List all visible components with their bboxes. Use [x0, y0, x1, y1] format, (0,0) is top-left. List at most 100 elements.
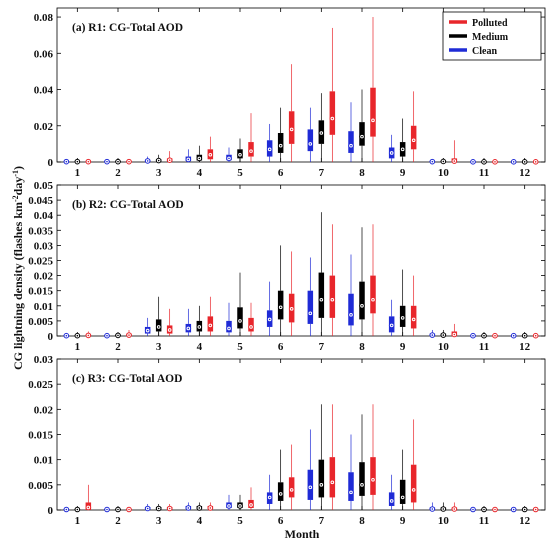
legend-label: Polluted [472, 18, 508, 29]
median-dot [209, 507, 212, 509]
median-dot [87, 160, 90, 163]
median-dot [361, 484, 363, 486]
median-dot [290, 489, 293, 491]
box-polluted [329, 457, 336, 498]
median-dot [268, 148, 271, 151]
x-tick-label: 6 [278, 515, 284, 527]
median-dot [187, 327, 190, 330]
median-dot [534, 334, 537, 337]
median-dot [350, 491, 352, 494]
x-tick-label: 1 [75, 167, 81, 179]
x-tick-label: 7 [319, 167, 325, 179]
box-polluted [370, 275, 376, 314]
box-medium [318, 459, 325, 498]
median-dot [494, 508, 496, 511]
median-dot [128, 508, 130, 511]
y-tick-label: 0.035 [28, 225, 53, 237]
median-dot [228, 157, 230, 160]
median-dot [453, 333, 456, 336]
median-dot [442, 508, 445, 510]
median-dot [442, 334, 445, 336]
x-tick-label: 1 [75, 341, 81, 353]
box-clean [348, 472, 354, 501]
x-tick-label: 7 [319, 515, 325, 527]
box-clean [307, 290, 314, 324]
median-dot [361, 305, 363, 307]
legend-label: Medium [472, 32, 509, 43]
median-dot [331, 298, 334, 301]
y-axis-label: CG lightning density (flashes km-2day-1) [11, 166, 25, 370]
median-dot [157, 159, 160, 162]
median-dot [390, 324, 393, 327]
panel-title: (a) R1: CG-Total AOD [72, 22, 183, 34]
median-dot [198, 326, 201, 328]
median-dot [65, 508, 68, 511]
y-tick-label: 0 [48, 331, 54, 343]
median-dot [523, 334, 526, 337]
box-polluted [370, 457, 376, 495]
x-tick-label: 3 [156, 341, 162, 353]
x-tick-label: 2 [115, 341, 121, 353]
median-dot [453, 508, 456, 510]
y-tick-label: 0.02 [34, 271, 54, 283]
box-polluted [329, 91, 336, 135]
median-dot [268, 318, 271, 321]
median-dot [512, 508, 515, 511]
x-tick-label: 8 [359, 167, 365, 179]
median-dot [431, 160, 434, 163]
median-dot [279, 144, 282, 147]
median-dot [523, 508, 526, 511]
y-tick-label: 0 [48, 157, 54, 169]
median-dot [168, 159, 171, 161]
y-tick-label: 0.005 [28, 316, 53, 328]
median-dot [494, 334, 496, 337]
x-tick-label: 1 [75, 515, 81, 527]
y-tick-label: 0 [48, 505, 54, 517]
median-dot [361, 135, 363, 138]
panel-title: (b) R2: CG-Total AOD [72, 199, 184, 211]
median-dot [76, 160, 79, 163]
median-dot [117, 508, 119, 511]
x-tick-label: 8 [359, 341, 365, 353]
x-axis-label: Month [285, 527, 320, 541]
box-clean [348, 131, 354, 153]
median-dot [65, 160, 68, 163]
median-dot [106, 508, 108, 511]
x-tick-label: 12 [519, 341, 531, 353]
y-tick-label: 0.04 [34, 85, 54, 97]
y-tick-label: 0.045 [28, 195, 53, 207]
box-polluted [410, 464, 417, 503]
median-dot [331, 117, 334, 120]
median-dot [106, 160, 108, 163]
median-dot [290, 308, 293, 310]
panel-2: 0 0.005 0.01 0.015 0.02 0.025 0.03 0.035 0.04 0.0… [28, 180, 546, 353]
x-tick-label: 2 [115, 515, 121, 527]
median-dot [534, 161, 537, 163]
box-medium [237, 307, 243, 329]
median-dot [331, 481, 334, 484]
median-dot [209, 153, 212, 156]
median-dot [350, 314, 352, 316]
median-dot [401, 496, 404, 499]
median-dot [87, 506, 90, 509]
y-tick-label: 0.025 [28, 379, 53, 391]
box-clean [348, 293, 354, 326]
x-tick-label: 4 [197, 167, 203, 179]
y-tick-label: 0.01 [34, 301, 53, 313]
panel-1: 00.020.040.060.081 2 3 4 5 6 7 8 9 10 11 12(a) R1: … [34, 7, 546, 179]
median-dot [128, 160, 130, 163]
median-dot [290, 128, 293, 131]
median-dot [372, 119, 374, 122]
median-dot [320, 298, 323, 301]
median-dot [320, 484, 323, 486]
x-tick-label: 10 [438, 341, 450, 353]
median-dot [412, 139, 415, 142]
x-tick-label: 11 [479, 515, 489, 527]
y-tick-label: 0.02 [34, 404, 54, 416]
x-tick-label: 5 [237, 341, 243, 353]
median-dot [209, 324, 212, 327]
median-dot [168, 507, 171, 510]
x-tick-label: 7 [319, 341, 325, 353]
x-tick-label: 5 [237, 167, 243, 179]
y-tick-label: 0.05 [34, 180, 54, 192]
